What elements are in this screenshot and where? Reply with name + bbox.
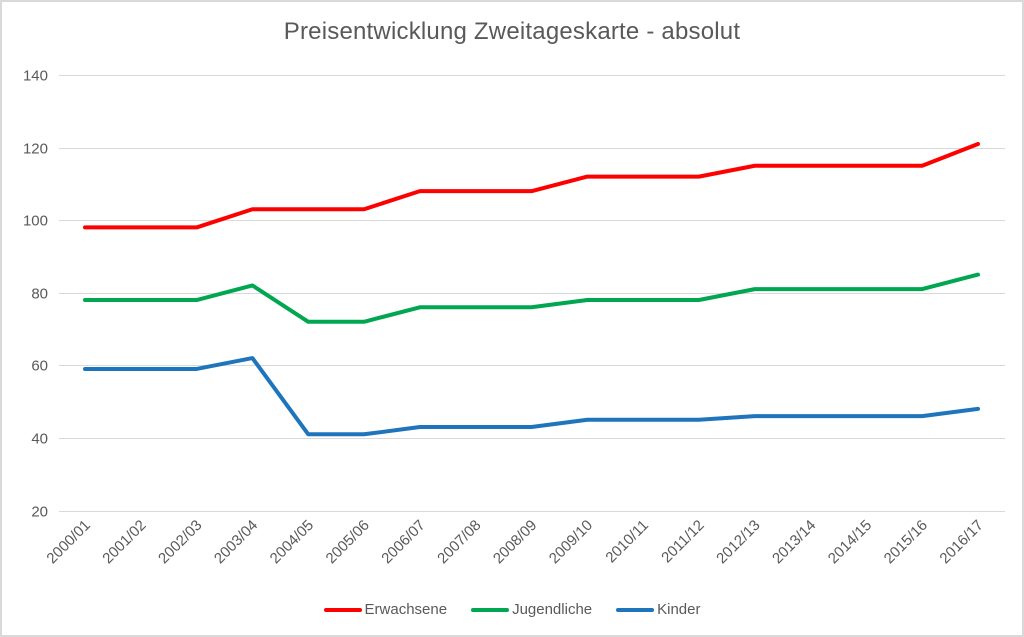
gridlines [59,75,1005,512]
y-axis-labels: 20 40 60 80 100 120 140 [23,68,48,521]
x-tick-label: 2015/16 [881,517,931,567]
legend-item-jugendliche: Jugendliche [471,601,592,618]
x-tick-label: 2004/05 [267,517,317,567]
x-tick-label: 2016/17 [936,517,986,567]
y-tick-label: 140 [23,68,48,85]
legend-item-erwachsene: Erwachsene [323,601,448,618]
x-tick-label: 2013/14 [769,517,819,567]
y-tick-label: 60 [31,358,48,375]
series-line-erwachsene [83,141,980,230]
series-lines [83,141,980,437]
series-line-jugendliche [83,272,980,324]
legend-line-swatch [471,607,510,612]
x-tick-label: 2007/08 [434,517,484,567]
y-tick-label: 20 [31,504,48,521]
legend-line-swatch [323,607,362,612]
legend: Erwachsene Jugendliche Kinder [2,601,1022,618]
x-axis-labels: 2000/01 2001/02 2002/03 2003/04 2004/05 2005/… [43,517,986,567]
legend-label: Jugendliche [512,601,593,618]
y-tick-label: 120 [23,141,48,158]
x-tick-label: 2011/12 [658,517,708,567]
legend-item-kinder: Kinder [616,601,700,618]
x-tick-label: 2006/07 [378,517,428,567]
x-tick-label: 2003/04 [211,517,261,567]
y-tick-label: 100 [23,213,48,230]
y-tick-label: 40 [31,431,48,448]
x-tick-label: 2002/03 [155,517,205,567]
x-tick-label: 2009/10 [546,517,596,567]
x-tick-label: 2010/11 [602,517,652,567]
legend-label: Erwachsene [364,601,448,618]
x-tick-label: 2001/02 [99,517,149,567]
x-tick-label: 2014/15 [825,517,875,567]
legend-line-swatch [616,607,655,612]
chart-title: Preisentwicklung Zweitageskarte - absolu… [283,18,741,45]
legend-label: Kinder [657,601,701,618]
series-line-kinder [83,356,980,437]
y-tick-label: 80 [31,286,48,303]
x-tick-label: 2012/13 [713,517,763,567]
x-tick-label: 2008/09 [490,517,540,567]
x-tick-label: 2005/06 [323,517,373,567]
x-tick-label: 2000/01 [43,517,93,567]
